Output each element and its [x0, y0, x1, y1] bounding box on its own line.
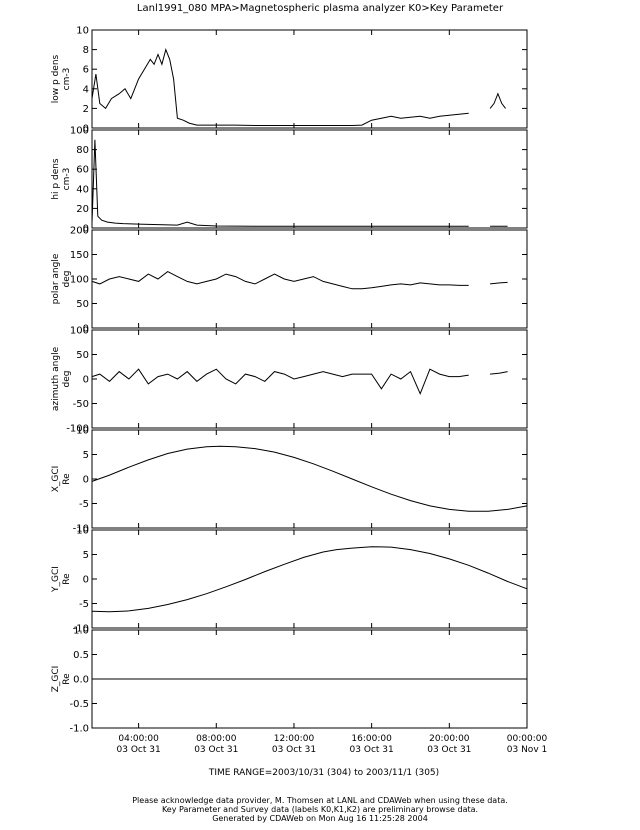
panel-7: -1.0 -0.5 0.0 0.5 1.0 Z_GCI Re [51, 626, 528, 735]
x-tick-date-label: 03 Oct 31 [117, 745, 161, 755]
x-tick-date-label: 03 Oct 31 [427, 745, 471, 755]
x-tick-time-label: 16:00:00 [351, 734, 392, 744]
y-tick-label: 0 [83, 375, 89, 386]
y-tick-label: 2 [83, 104, 89, 115]
y-tick-label: 0.5 [73, 650, 89, 661]
y-tick-label: 0 [83, 475, 89, 486]
y-axis-label: polar angle [51, 253, 61, 304]
y-tick-label: 20 [76, 204, 89, 215]
x-tick-time-label: 04:00:00 [118, 734, 159, 744]
y-axis-label: X_GCI [51, 466, 61, 493]
acknowledgement-line: Please acknowledge data provider, M. Tho… [132, 796, 508, 805]
y-tick-label: 5 [83, 550, 89, 561]
y-tick-label: -10 [73, 624, 89, 635]
panel-frame [91, 129, 528, 229]
panel-frame [91, 529, 528, 629]
y-tick-label: 100 [70, 326, 89, 337]
y-tick-label: 100 [70, 275, 89, 286]
x-tick-date-label: 03 Oct 31 [350, 745, 394, 755]
panel-5: -10 -5 0 5 10 X_GCI Re [51, 426, 528, 535]
panel-3: 0 50 100 150 200 polar angle deg [51, 226, 528, 335]
y-axis-label: hi p dens [51, 158, 61, 200]
y-tick-label: 8 [83, 45, 89, 56]
time-range-label: TIME RANGE=2003/10/31 (304) to 2003/11/1… [208, 768, 439, 778]
y-tick-label: 100 [70, 126, 89, 137]
y-tick-label: -50 [73, 399, 89, 410]
data-series-2 [489, 92, 506, 109]
x-tick-time-label: 00:00:00 [507, 734, 548, 744]
x-tick-time-label: 12:00:00 [274, 734, 315, 744]
data-series-1 [91, 368, 469, 395]
x-tick-time-label: 08:00:00 [196, 734, 237, 744]
y-tick-label: 60 [76, 165, 89, 176]
y-tick-label: 40 [76, 184, 89, 195]
y-axis-label: azimuth angle [51, 346, 61, 411]
y-tick-label: 0 [83, 324, 89, 335]
y-tick-label: -5 [79, 599, 89, 610]
y-tick-label: 1.0 [73, 626, 89, 637]
y-axis-label: low p dens [51, 54, 61, 103]
y-axis-label: Z_GCI [51, 666, 61, 693]
y-tick-label: 50 [76, 299, 89, 310]
data-series-1 [91, 48, 469, 126]
data-series-1 [91, 139, 469, 227]
y-axis-label: cm-3 [62, 168, 72, 191]
data-series-1 [91, 271, 469, 290]
y-tick-label: 0 [83, 124, 89, 135]
data-series-2 [490, 371, 508, 375]
data-series-1 [91, 445, 528, 512]
y-axis-label: cm-3 [62, 68, 72, 91]
y-tick-label: 80 [76, 145, 89, 156]
y-axis-label: Re [62, 573, 72, 585]
y-tick-label: 4 [83, 84, 89, 95]
y-tick-label: -5 [79, 499, 89, 510]
y-tick-label: 10 [76, 26, 89, 37]
plot-title: Lanl1991_080 MPA>Magnetospheric plasma a… [137, 3, 504, 14]
preliminary-note-line: Key Parameter and Survey data (labels K0… [161, 805, 479, 814]
x-tick-time-label: 20:00:00 [429, 734, 470, 744]
y-tick-label: 0 [83, 224, 89, 235]
panel-frame [91, 29, 528, 129]
y-tick-label: 10 [76, 426, 89, 437]
y-axis-label: deg [62, 271, 72, 288]
y-axis-label: Re [62, 673, 72, 685]
x-tick-date-label: 03 Oct 31 [194, 745, 238, 755]
y-tick-label: 0.0 [73, 675, 89, 686]
y-tick-label: -10 [73, 524, 89, 535]
y-axis-label: deg [62, 371, 72, 388]
y-axis-label: Y_GCI [51, 566, 61, 593]
panel-frame [91, 429, 528, 529]
panel-frame [91, 329, 528, 429]
panel-1: 0 2 4 6 8 10 low p dens cm-3 [51, 26, 528, 135]
generated-by-line: Generated by CDAWeb on Mon Aug 16 11:25:… [212, 814, 428, 823]
y-tick-label: -1.0 [69, 724, 89, 735]
y-tick-label: 150 [70, 250, 89, 261]
data-series-2 [490, 281, 508, 285]
y-tick-label: 50 [76, 350, 89, 361]
x-tick-date-label: 03 Oct 31 [272, 745, 316, 755]
y-tick-label: 10 [76, 526, 89, 537]
y-tick-label: -100 [66, 424, 89, 435]
panel-6: -10 -5 0 5 10 Y_GCI Re [51, 526, 528, 635]
y-tick-label: -0.5 [69, 699, 89, 710]
y-tick-label: 0 [83, 575, 89, 586]
y-tick-label: 5 [83, 450, 89, 461]
y-tick-label: 6 [83, 65, 89, 76]
x-tick-date-label: 03 Nov 1 [507, 745, 547, 755]
y-axis-label: Re [62, 473, 72, 485]
data-series-1 [91, 546, 528, 613]
y-tick-label: 200 [70, 226, 89, 237]
panel-2: 0 20 40 60 80 100 hi p dens cm-3 [51, 126, 528, 235]
